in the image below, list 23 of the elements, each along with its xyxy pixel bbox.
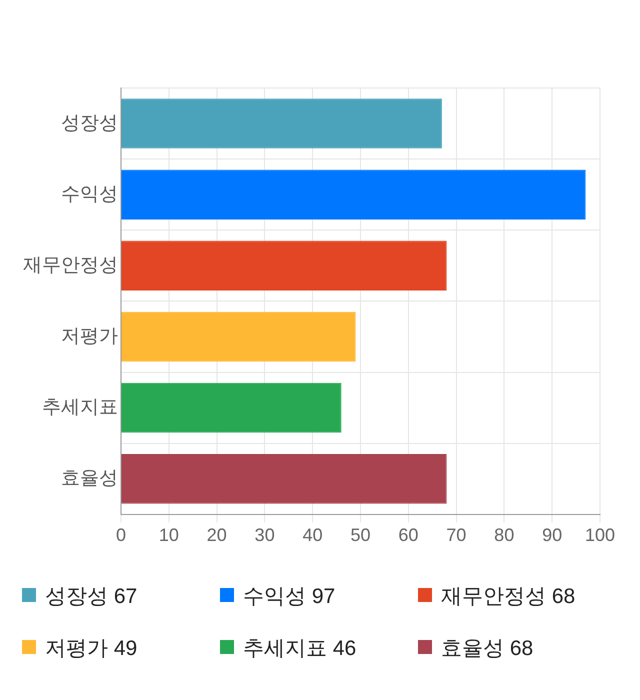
x-tick-label: 30 [254, 525, 275, 546]
x-tick-label: 70 [446, 525, 466, 546]
x-tick-label: 90 [542, 525, 562, 546]
x-tick-label: 0 [116, 525, 126, 546]
x-tick-label: 100 [584, 525, 616, 546]
y-tick-label: 성장성 [61, 112, 118, 134]
y-tick-label: 재무안정성 [23, 254, 118, 276]
legend-label: 추세지표 46 [243, 636, 356, 662]
legend-label: 재무안정성 68 [441, 584, 576, 610]
legend-label: 수익성 97 [243, 584, 336, 610]
x-tick-label: 20 [206, 525, 227, 546]
y-tick-label: 수익성 [61, 184, 118, 205]
legend-label: 저평가 49 [45, 636, 138, 662]
y-tick-label: 추세지표 [42, 397, 118, 418]
x-tick-label: 80 [494, 525, 514, 546]
y-tick-label: 저평가 [61, 326, 118, 347]
x-tick-label: 10 [158, 525, 179, 546]
x-tick-label: 60 [398, 525, 418, 546]
x-tick-label: 40 [302, 525, 323, 546]
x-tick-label: 50 [350, 525, 371, 546]
y-tick-label: 효율성 [61, 468, 118, 490]
legend-label: 성장성 67 [45, 584, 138, 610]
legend-label: 효율성 68 [441, 636, 534, 662]
